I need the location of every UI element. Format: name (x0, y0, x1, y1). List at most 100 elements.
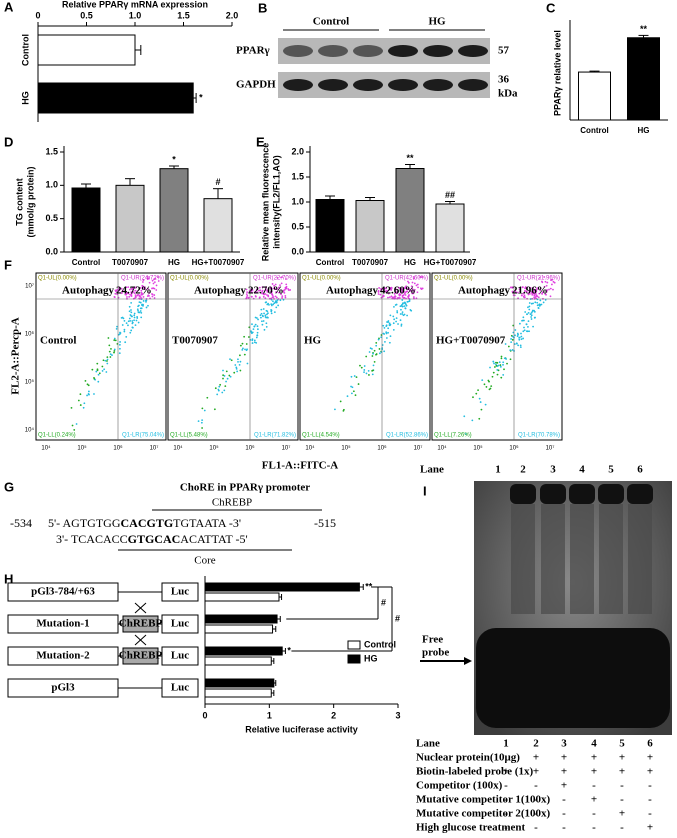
flow-event (87, 393, 90, 395)
blot-size: 57 (498, 45, 510, 57)
flow-event (395, 303, 398, 306)
flow-event (400, 324, 403, 327)
flow-event (404, 291, 407, 294)
flow-event (250, 291, 253, 294)
table-cell: + (619, 752, 625, 764)
quadrant-label: Q1-UR(42.60%) (385, 276, 428, 282)
flow-event (263, 312, 265, 315)
table-cell: - (648, 794, 652, 806)
flow-event (255, 317, 258, 319)
flow-event (119, 347, 121, 350)
flow-event (354, 394, 357, 397)
flow-event (544, 298, 547, 301)
flow-event (346, 395, 349, 398)
flow-event (139, 310, 142, 312)
flow-event (245, 293, 248, 296)
flow-event (261, 290, 264, 293)
quadrant-label: Q1-LL(0.24%) (38, 433, 76, 439)
flow-event (525, 287, 528, 290)
flow-event (93, 377, 95, 379)
flow-event (125, 335, 128, 338)
flow-event (382, 332, 385, 335)
flow-event (489, 387, 492, 390)
flow-event (129, 319, 132, 322)
gel-smear (511, 504, 535, 614)
blot-strip (278, 38, 490, 64)
flow-event (106, 356, 109, 359)
blot-band (423, 45, 453, 57)
flow-event (282, 290, 285, 293)
flow-event (411, 281, 414, 284)
x-tick-label: 10⁵ (77, 445, 87, 452)
flow-event (93, 393, 95, 395)
flow-event (155, 289, 158, 291)
blot-band (318, 45, 348, 57)
x-tick-label: 2 (331, 710, 336, 720)
flow-event (254, 290, 257, 293)
flow-event (385, 325, 388, 328)
flow-event (543, 285, 546, 288)
flow-event (131, 320, 134, 322)
flow-event (257, 318, 259, 321)
flow-event (525, 330, 528, 333)
flow-event (548, 288, 550, 291)
flow-event (536, 287, 538, 289)
flow-event (121, 316, 124, 319)
blot-size: 36 (498, 74, 510, 86)
autophagy-label: Autophagy (194, 285, 246, 297)
flow-event (522, 316, 525, 319)
flow-event (530, 318, 533, 320)
flow-event (157, 280, 160, 282)
flow-event (121, 324, 124, 326)
flow-event (153, 294, 156, 296)
flow-event (403, 305, 406, 308)
blot-row-label: GAPDH (236, 79, 276, 91)
flow-event (504, 343, 507, 345)
x-tick-label: 3 (395, 710, 400, 720)
category-label: HG+T0070907 (192, 258, 245, 267)
flow-event (544, 280, 547, 283)
table-lane-number: 3 (561, 738, 567, 750)
flow-event (130, 329, 133, 332)
flow-event (394, 291, 397, 294)
flow-event (250, 295, 253, 298)
flow-event (520, 338, 523, 341)
flow-event (130, 301, 133, 304)
flow-event (153, 281, 156, 284)
x-tick-label: 10⁴ (305, 445, 315, 452)
flow-event (123, 328, 126, 331)
flow-event (479, 401, 482, 403)
flow-event (493, 366, 496, 368)
flow-event (378, 287, 381, 289)
flow-event (270, 309, 273, 311)
flow-event (128, 305, 131, 308)
comparison-label: # (395, 613, 400, 623)
flow-event (359, 364, 361, 367)
flow-event (269, 286, 272, 289)
flow-event (267, 312, 269, 315)
flow-event (148, 281, 151, 284)
flow-event (142, 285, 144, 288)
bar (204, 688, 272, 698)
flow-event (496, 369, 499, 371)
flow-event (384, 340, 386, 343)
flow-event (475, 392, 478, 395)
flow-event (113, 296, 116, 298)
flow-event (400, 323, 403, 326)
legend-swatch (347, 654, 361, 664)
quadrant-label: Q1-LR(71.82%) (254, 433, 296, 439)
flow-event (136, 308, 139, 311)
flow-event (408, 288, 411, 291)
flow-event (265, 322, 268, 325)
table-cell: - (648, 808, 652, 820)
flow-event (130, 291, 133, 293)
bar (204, 592, 280, 602)
blot-band (283, 45, 313, 57)
flow-event (249, 338, 252, 341)
flow-event (387, 331, 389, 334)
x-tick-label: 10⁶ (509, 445, 519, 452)
panel-label: B (258, 0, 267, 15)
flow-event (131, 321, 134, 324)
flow-event (398, 293, 401, 296)
flow-event (115, 327, 118, 330)
